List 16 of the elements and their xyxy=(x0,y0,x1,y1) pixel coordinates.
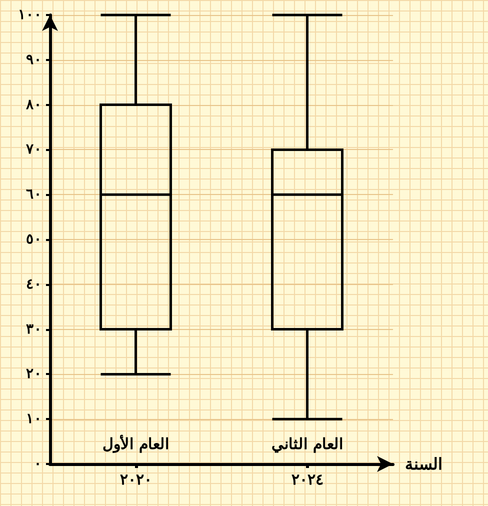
annotation: العام الثاني xyxy=(272,435,343,454)
y-tick-label: ١٠ xyxy=(26,411,42,428)
y-tick-label: ٩٠ xyxy=(26,52,42,68)
x-tick-label: ٢٠٢٠ xyxy=(120,470,152,488)
y-tick-label: ٧٠ xyxy=(25,142,42,158)
y-tick-label: ١٠٠ xyxy=(18,7,42,23)
annotation: العام الأول xyxy=(102,434,169,453)
x-axis-title: السنة xyxy=(405,454,442,474)
y-tick-label: ٣٠ xyxy=(26,321,42,338)
y-tick-label: ٢٠ xyxy=(26,366,42,382)
y-tick-label: ٥٠ xyxy=(26,232,42,248)
y-tick-label: ٤٠ xyxy=(26,276,42,292)
y-tick-label: ٠ xyxy=(34,456,42,472)
y-tick-label: ٨٠ xyxy=(25,96,42,113)
x-tick-label: ٢٠٢٤ xyxy=(291,470,324,488)
y-tick-label: ٦٠ xyxy=(26,186,42,203)
